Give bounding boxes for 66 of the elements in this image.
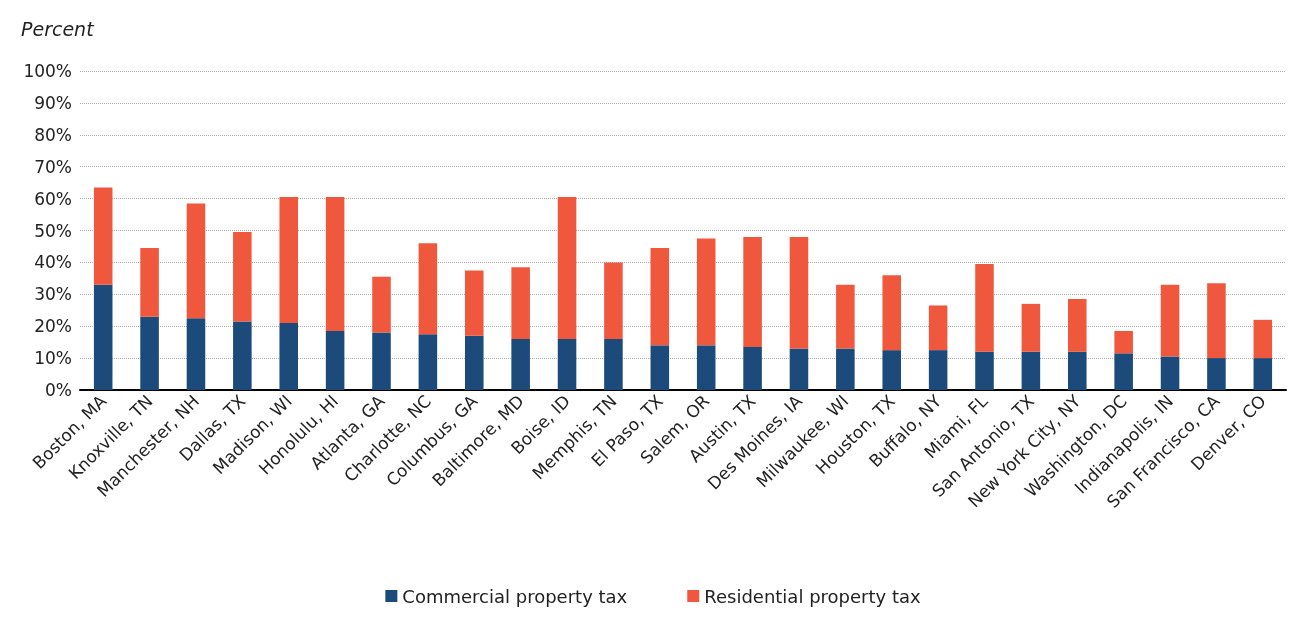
bar [1114,353,1133,390]
bar [140,316,159,390]
y-tick-label: 100% [23,61,72,81]
bar [1207,283,1226,359]
bar [789,236,809,349]
bar [1114,330,1133,354]
bar [279,197,299,324]
bar [1067,299,1087,352]
bar [233,232,252,322]
bar [928,350,948,390]
y-tick-label: 0% [45,380,72,400]
bar [836,284,855,349]
bar [975,264,994,352]
bar [140,248,159,317]
bar [882,275,902,351]
y-tick-label: 50% [34,220,72,241]
bar [325,197,345,331]
y-tick-label: 70% [34,156,72,177]
legend-label: Commercial property tax [402,585,628,607]
bar [557,338,577,390]
bar [557,197,577,339]
bar [418,334,438,390]
bar [1207,358,1226,390]
y-tick-label: 20% [34,316,72,337]
y-tick-label: 10% [34,348,72,369]
y-tick-label: 30% [34,284,72,305]
bar [650,345,670,390]
bar [464,270,484,336]
bar [743,346,762,390]
bar [743,236,762,347]
legend-label: Residential property tax [704,585,921,607]
bar [1160,284,1180,357]
bar [511,338,530,390]
y-tick-label: 40% [34,252,72,273]
bar [464,335,484,390]
bar [1021,351,1041,390]
bar [696,345,716,390]
y-tick-label: 90% [34,92,72,113]
bar [1253,319,1273,359]
bar [233,321,252,390]
bar [279,323,299,390]
bar [511,267,530,339]
bar [789,348,809,390]
bar [372,276,391,333]
bar [1160,356,1180,390]
bar [1253,358,1273,390]
y-tick-label: 80% [34,124,72,145]
bar [975,351,994,390]
bar [882,350,902,390]
bar [604,262,623,339]
bar [325,330,345,390]
y-axis-title: Percent [21,17,96,40]
bar [836,348,855,390]
bar [928,305,948,351]
bar [418,243,438,335]
bar [1021,303,1041,352]
bar [186,203,206,319]
y-tick-label: 60% [34,188,72,209]
bar [186,318,206,390]
bar [372,332,391,390]
bar [650,248,670,346]
bar [93,284,113,390]
bar [93,187,113,285]
bar [1067,351,1087,390]
bar [696,238,716,346]
bar [604,338,623,390]
